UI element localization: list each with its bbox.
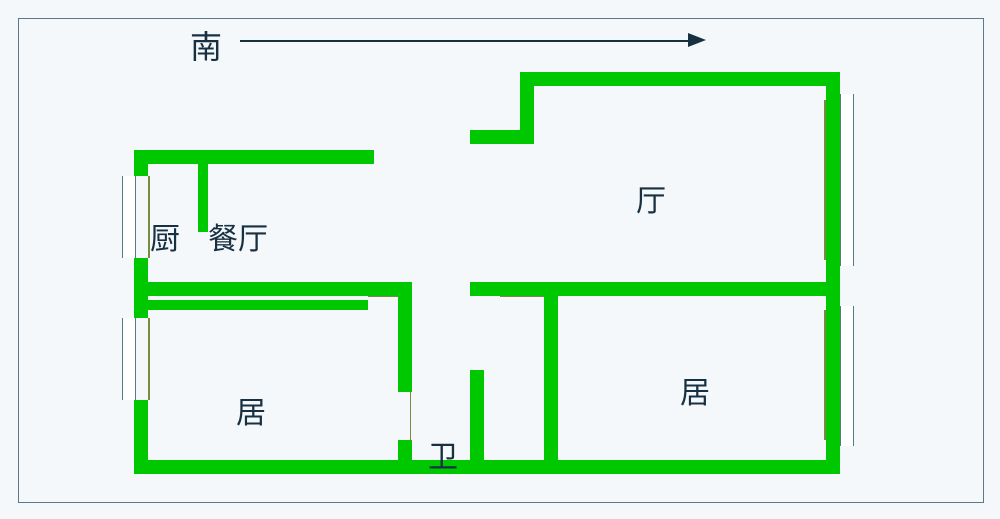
room-label-kitchen: 厨 <box>150 214 180 258</box>
wall-inner-left-vert <box>398 282 412 392</box>
window-kitchen-window <box>122 176 136 258</box>
compass-arrow-head <box>688 33 706 47</box>
wall-mid-horiz-right <box>470 282 830 296</box>
wall-bed1-top <box>148 300 368 310</box>
window-hall-window <box>840 94 854 266</box>
wall-outer-left-lower <box>134 400 148 474</box>
wall-riser-mid-top <box>520 72 534 144</box>
wall-outer-left-upper <box>134 150 148 176</box>
line-bed1-door-gap <box>368 296 398 297</box>
wall-outer-right-lower <box>826 282 840 470</box>
room-label-dining: 餐厅 <box>208 214 268 258</box>
line-bed1-window-inner <box>148 318 150 400</box>
wall-bath-left <box>398 440 412 470</box>
window-bed1-window <box>122 318 136 400</box>
room-label-bedroom-1: 居 <box>236 388 266 432</box>
line-bed2-door <box>500 296 544 297</box>
wall-outer-bottom <box>134 460 840 474</box>
compass-arrow-line <box>240 40 690 42</box>
window-bed2-window <box>840 306 854 446</box>
wall-vert-between <box>544 282 558 474</box>
wall-outer-left-mid <box>134 258 148 318</box>
wall-dining-partition <box>148 282 408 296</box>
line-bed2-window-inner <box>824 310 826 440</box>
compass-label: 南 <box>190 22 222 68</box>
wall-outer-right-upper <box>826 72 840 282</box>
wall-outer-top-left <box>134 150 374 164</box>
line-hall-window-inner <box>824 100 826 260</box>
room-label-hall: 厅 <box>636 176 666 220</box>
wall-kitchen-div <box>198 162 208 232</box>
room-label-bathroom: 卫 <box>428 432 458 476</box>
wall-outer-top-right <box>530 72 840 86</box>
room-label-bedroom-2: 居 <box>680 368 710 412</box>
line-bath-door <box>410 392 411 442</box>
wall-bath-div <box>470 370 484 470</box>
